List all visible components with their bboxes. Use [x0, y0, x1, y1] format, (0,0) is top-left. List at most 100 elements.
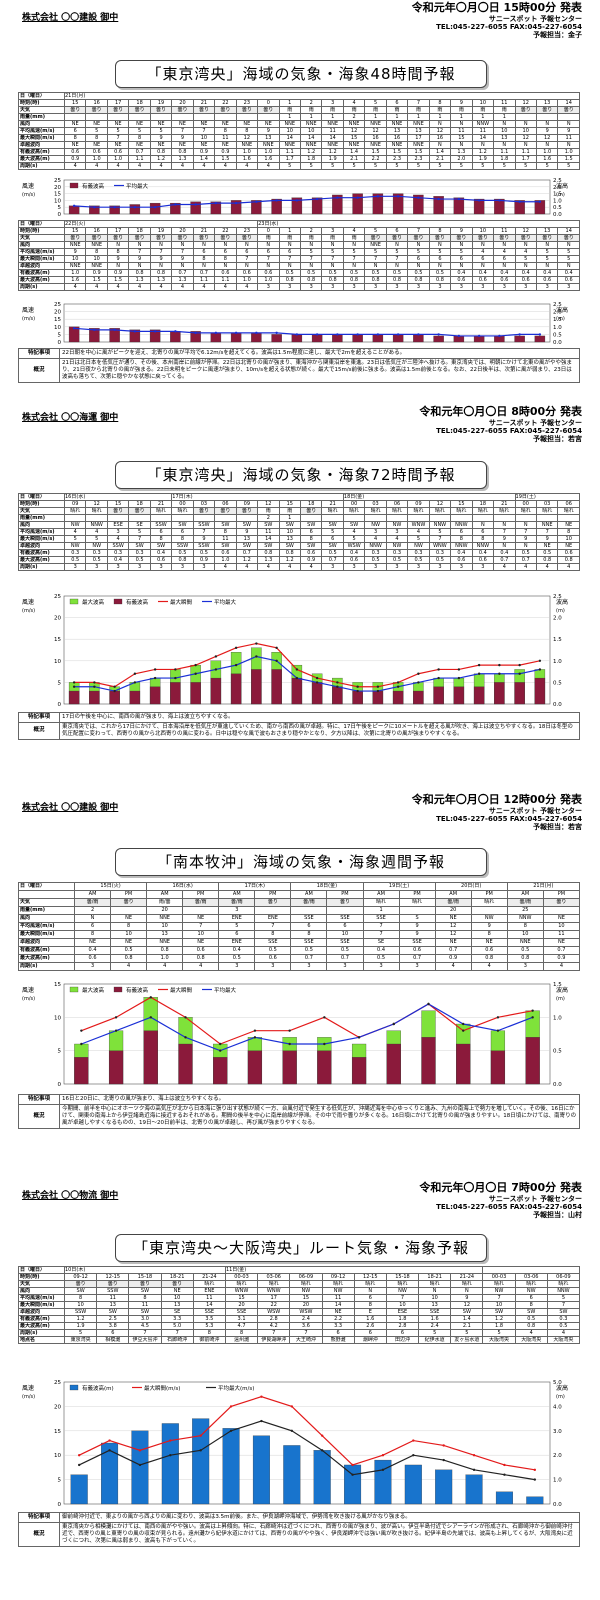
forecast-chart: 0 0.0 5 0.5 10 1.0 15 1.5 20 2.0 25 2.5 風速 (m/s) 波高 (m)…: [18, 176, 580, 218]
chart-svg: 0 0.05 0.510 1.015 1.520 2.025 2.5風速(m/s)波高(m): [22, 302, 568, 346]
y-tick-label: 10: [54, 325, 61, 331]
table-cell: 雨: [257, 507, 280, 515]
table-cell: 0: [257, 99, 280, 107]
sig-wave-bar: [70, 1474, 88, 1505]
table-cell: NE: [73, 938, 112, 947]
table-cell: AM: [362, 890, 400, 899]
table-cell: 0.6: [514, 276, 537, 284]
table-row: 平均風速(m/s) 9 8 8 7 7 7 6 6 6 6 6 5 5 5 5 5 5 5 5 4 4 4 5 5: [18, 248, 580, 256]
table-cell: 0.9: [63, 155, 87, 163]
table-cell: 4: [214, 563, 237, 571]
table-cell: 8: [171, 535, 194, 543]
table-cell: 7: [362, 922, 400, 931]
table-cell: 8: [428, 99, 452, 107]
table-cell: 7: [428, 535, 452, 543]
table-cell: NE: [542, 938, 581, 947]
table-cell: 00: [514, 500, 537, 508]
table-cell: 晴れ: [224, 1280, 259, 1288]
table-cell: 曇り: [85, 106, 108, 114]
table-cell: 7: [160, 1329, 194, 1337]
table-cell: 0.8: [299, 276, 323, 284]
table-cell: NNW: [428, 521, 452, 529]
table-cell: 0.4: [450, 269, 473, 277]
table-cell: 3: [385, 283, 409, 291]
table-cell: 10: [506, 930, 544, 939]
table-cell: 0.6: [471, 556, 495, 564]
table-cell: 0.4: [149, 549, 173, 557]
table-cell: 5: [407, 162, 430, 170]
special-label: 特記事項: [18, 1094, 60, 1105]
y-tick-label: 5: [58, 680, 62, 686]
row-header: 最大波高(m): [18, 556, 65, 564]
table-cell: 6: [407, 255, 430, 263]
table-cell: 1.9: [471, 155, 495, 163]
sig-wave-bar: [514, 200, 525, 215]
table-cell: 3: [557, 283, 580, 291]
avg-max-point: [356, 333, 359, 336]
sig-wave-bar: [386, 1043, 401, 1085]
table-cell: 11: [214, 535, 237, 543]
max-gust-line: [74, 642, 541, 688]
table-cell: 0.6: [450, 556, 473, 564]
table-cell: NNE: [299, 141, 323, 149]
table-cell: 0.4: [471, 269, 495, 277]
avg-max-point: [234, 331, 238, 335]
table-cell: 5.3: [192, 1322, 226, 1330]
table-cell: 0.6: [557, 549, 580, 557]
avg-max-point: [477, 199, 481, 202]
sig-wave-bar: [344, 1464, 362, 1505]
table-cell: 0.7: [542, 946, 581, 955]
table-cell: 17: [257, 1294, 291, 1302]
table-cell: AM: [218, 890, 256, 899]
table-cell: 12: [434, 930, 472, 939]
table-cell: 伊良湖岬沖: [257, 1336, 291, 1344]
table-cell: 8: [514, 1301, 548, 1309]
avg-max-point: [295, 333, 299, 336]
table-cell: NNE: [146, 914, 184, 923]
table-cell: 10: [63, 1301, 98, 1309]
table-cell: N: [257, 241, 280, 249]
agency-name: サニースポット 予報センター: [488, 806, 582, 815]
table-cell: 5: [342, 248, 366, 256]
summary-label: 概況: [18, 357, 60, 383]
table-cell: 8: [470, 930, 508, 939]
table-cell: 17: [106, 99, 130, 107]
table-cell: N: [278, 241, 301, 249]
table-cell: 0.7: [514, 556, 537, 564]
table-cell: 7: [289, 1329, 323, 1337]
table-cell: 12: [342, 127, 366, 135]
table-row: 最大波高(m) 0.9 1.0 1.0 1.1 1.2 1.3 1.4 1.5 1.6 1.6 1.7…: [18, 155, 580, 163]
sig-wave-bar: [170, 682, 181, 705]
table-cell: 1: [493, 113, 516, 121]
summary-label: 概況: [18, 1103, 60, 1129]
table-cell: 1.5: [214, 155, 237, 163]
table-cell: 6: [96, 1329, 130, 1337]
table-cell: 8: [214, 255, 237, 263]
table-cell: 2: [299, 227, 323, 235]
sig-wave-bar: [149, 329, 161, 343]
sig-wave-bar: [534, 677, 546, 705]
table-row: 卓越波向 NW NW SSW SW SW SSW SSW SW SW SW SW SW SW WSW NNW N…: [18, 542, 580, 550]
table-cell: 10: [471, 99, 495, 107]
max-gust-point: [351, 1463, 354, 1467]
sig-wave-bar: [230, 200, 242, 215]
sig-wave-bar: [101, 1442, 119, 1505]
table-cell: 9: [398, 930, 436, 939]
table-cell: 4.7: [224, 1322, 259, 1330]
sig-wave-bar: [433, 686, 444, 705]
avg-max-point: [113, 206, 116, 209]
legend-swatch: [69, 598, 79, 605]
table-cell: 8: [110, 922, 148, 931]
table-cell: NNE: [342, 120, 366, 128]
table-cell: 雨: [299, 106, 323, 114]
table-cell: 14: [471, 134, 495, 142]
row-header: 周期(s): [18, 563, 65, 571]
y2-axis-unit: (m): [556, 996, 565, 1002]
table-cell: 0.6: [182, 946, 220, 955]
avg-max-point: [376, 333, 380, 336]
table-cell: 4: [192, 162, 216, 170]
table-cell: 0.4: [493, 549, 516, 557]
y-tick-label: 15: [54, 982, 61, 988]
table-cell: N: [192, 262, 216, 270]
table-row: 天気 晴れ 晴れ 曇り 曇り 晴れ 晴れ 曇り 曇り 曇り雨雨曇り 晴れ 晴れ 晴れ 晴れ 晴れ 晴れ 晴れ 晴れ…: [18, 507, 580, 515]
